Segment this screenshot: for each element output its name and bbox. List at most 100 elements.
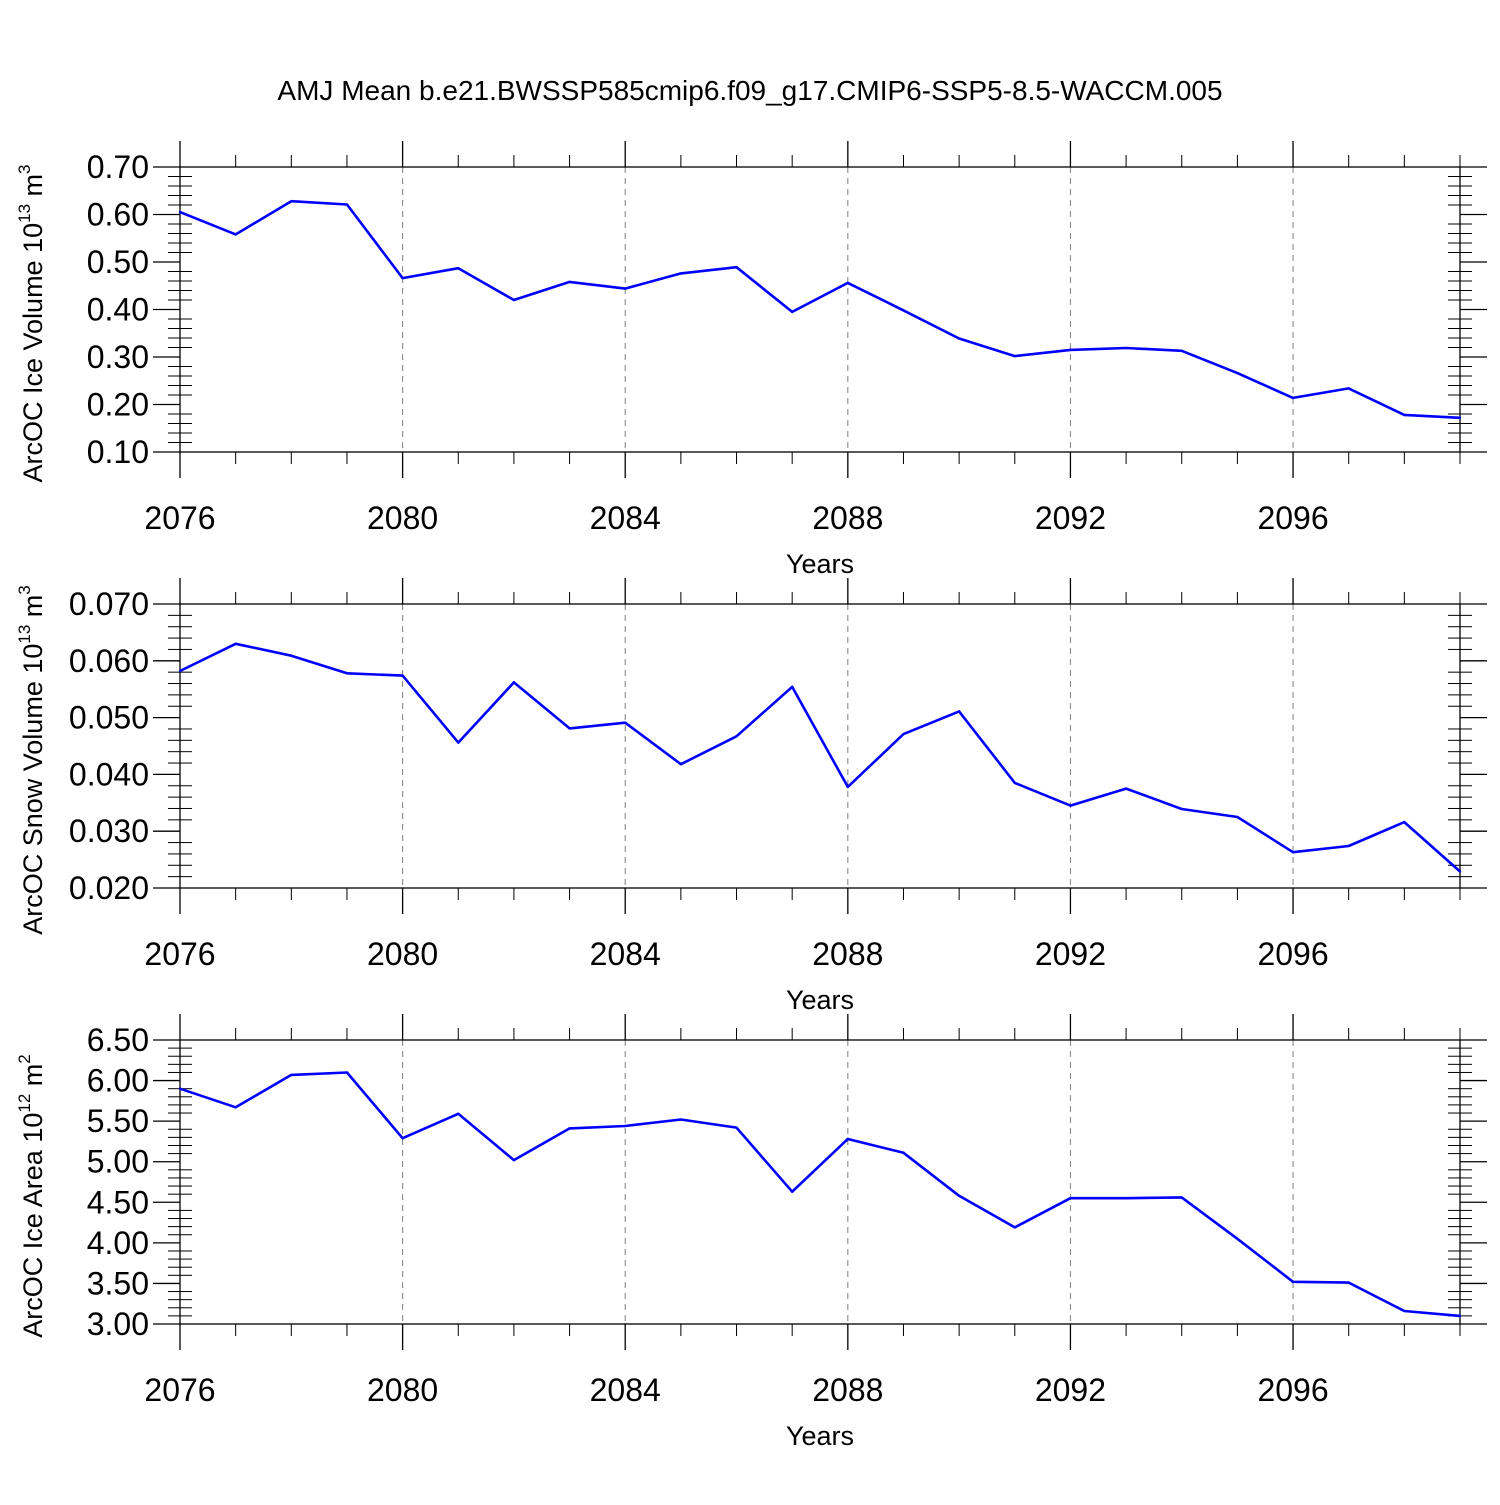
data-point <box>568 1127 571 1130</box>
x-tick-label: 2084 <box>590 1372 661 1408</box>
y-axis-label-unit-exponent: 3 <box>15 585 34 594</box>
y-tick-label: 3.50 <box>87 1265 149 1301</box>
y-tick-label: 0.030 <box>69 813 149 849</box>
data-point <box>290 654 293 657</box>
data-point <box>401 674 404 677</box>
x-tick-label: 2096 <box>1257 500 1328 536</box>
data-point <box>679 1118 683 1121</box>
y-tick-label: 0.020 <box>69 870 149 906</box>
data-point <box>1180 1196 1183 1199</box>
data-point <box>178 669 182 673</box>
data-point <box>1403 413 1406 417</box>
x-tick-label: 2076 <box>144 936 215 972</box>
y-tick-label: 0.060 <box>69 643 149 679</box>
x-tick-label: 2088 <box>812 1372 883 1408</box>
data-point <box>234 1106 237 1109</box>
data-point <box>401 276 404 280</box>
x-tick-label: 2092 <box>1035 500 1106 536</box>
data-point <box>1069 348 1072 352</box>
data-point <box>1291 396 1295 400</box>
data-point <box>624 287 627 290</box>
data-point <box>1124 346 1128 350</box>
data-point <box>345 1071 349 1074</box>
plot-frame <box>179 166 1461 453</box>
y-axis-label: ArcOC Ice Area 1012 m2 <box>15 1054 48 1338</box>
data-point <box>568 280 571 284</box>
data-point <box>1013 781 1016 785</box>
data-point <box>846 785 850 789</box>
x-tick-label: 2080 <box>367 500 438 536</box>
data-point <box>735 735 738 738</box>
data-point <box>457 741 460 744</box>
data-point <box>1403 820 1406 824</box>
x-axis-label: Years <box>786 1421 854 1451</box>
y-axis-label-text: ArcOC Ice Area 10 <box>18 1113 48 1338</box>
data-point <box>902 1151 905 1154</box>
y-axis-label-unit: m <box>18 595 48 625</box>
data-point <box>679 272 683 275</box>
y-tick-label: 6.00 <box>87 1063 149 1099</box>
y-axis-label-text: ArcOC Ice Volume 10 <box>18 223 48 483</box>
data-point <box>957 337 961 340</box>
x-tick-label: 2076 <box>144 1372 215 1408</box>
x-tick-label: 2076 <box>144 500 215 536</box>
data-point <box>902 309 905 312</box>
data-point <box>1458 1314 1462 1318</box>
y-tick-label: 0.60 <box>87 197 149 233</box>
data-point <box>512 681 516 684</box>
series-line <box>179 642 1461 873</box>
data-point <box>1458 416 1462 419</box>
data-point <box>401 1136 404 1140</box>
x-tick-label: 2092 <box>1035 936 1106 972</box>
data-point <box>178 210 182 214</box>
plot-frame <box>179 603 1461 889</box>
data-point <box>1013 354 1016 358</box>
x-tick-label: 2088 <box>812 500 883 536</box>
data-point <box>735 1126 738 1129</box>
data-point <box>512 298 516 302</box>
data-point <box>1347 387 1350 390</box>
data-point <box>957 1194 961 1197</box>
y-tick-label: 5.50 <box>87 1103 149 1139</box>
y-axis-label-exponent: 13 <box>15 625 34 644</box>
data-point <box>1236 1237 1239 1241</box>
y-tick-label: 0.10 <box>87 434 149 470</box>
y-tick-label: 0.20 <box>87 387 149 423</box>
data-point <box>457 266 460 270</box>
y-axis-label-exponent: 13 <box>15 204 34 223</box>
y-axis-label-text: ArcOC Snow Volume 10 <box>18 644 48 935</box>
data-point <box>234 642 237 645</box>
x-tick-label: 2080 <box>367 936 438 972</box>
series-line <box>179 199 1461 420</box>
data-point <box>790 1190 794 1193</box>
x-axis-label: Years <box>786 549 854 579</box>
data-point <box>1069 804 1072 807</box>
data-point <box>1069 1197 1072 1200</box>
y-tick-label: 6.50 <box>87 1022 149 1058</box>
x-tick-label: 2092 <box>1035 1372 1106 1408</box>
y-tick-label: 0.040 <box>69 756 149 792</box>
data-point <box>735 266 738 269</box>
data-point <box>790 310 794 314</box>
x-tick-label: 2088 <box>812 936 883 972</box>
y-tick-label: 4.50 <box>87 1184 149 1220</box>
y-tick-label: 0.70 <box>87 149 149 185</box>
y-axis-label-exponent: 12 <box>15 1094 34 1113</box>
data-point <box>178 1087 182 1090</box>
chart-title: AMJ Mean b.e21.BWSSP585cmip6.f09_g17.CMI… <box>277 75 1222 106</box>
y-tick-label: 5.00 <box>87 1144 149 1180</box>
data-point <box>1180 807 1183 811</box>
y-tick-label: 0.050 <box>69 700 149 736</box>
x-tick-label: 2096 <box>1257 1372 1328 1408</box>
data-point <box>1236 815 1239 819</box>
data-point <box>345 203 349 206</box>
data-point <box>457 1112 460 1116</box>
data-point <box>1291 851 1295 854</box>
data-point <box>290 200 293 203</box>
data-point <box>846 281 850 285</box>
chart-panel-2: 2076 2080 2084 2088 2092 2096 Years 0.020 0.030 0… <box>15 578 1487 1015</box>
y-axis-label-unit-exponent: 3 <box>15 164 34 173</box>
data-point <box>512 1158 516 1162</box>
y-axis-label-unit-exponent: 2 <box>15 1054 34 1063</box>
